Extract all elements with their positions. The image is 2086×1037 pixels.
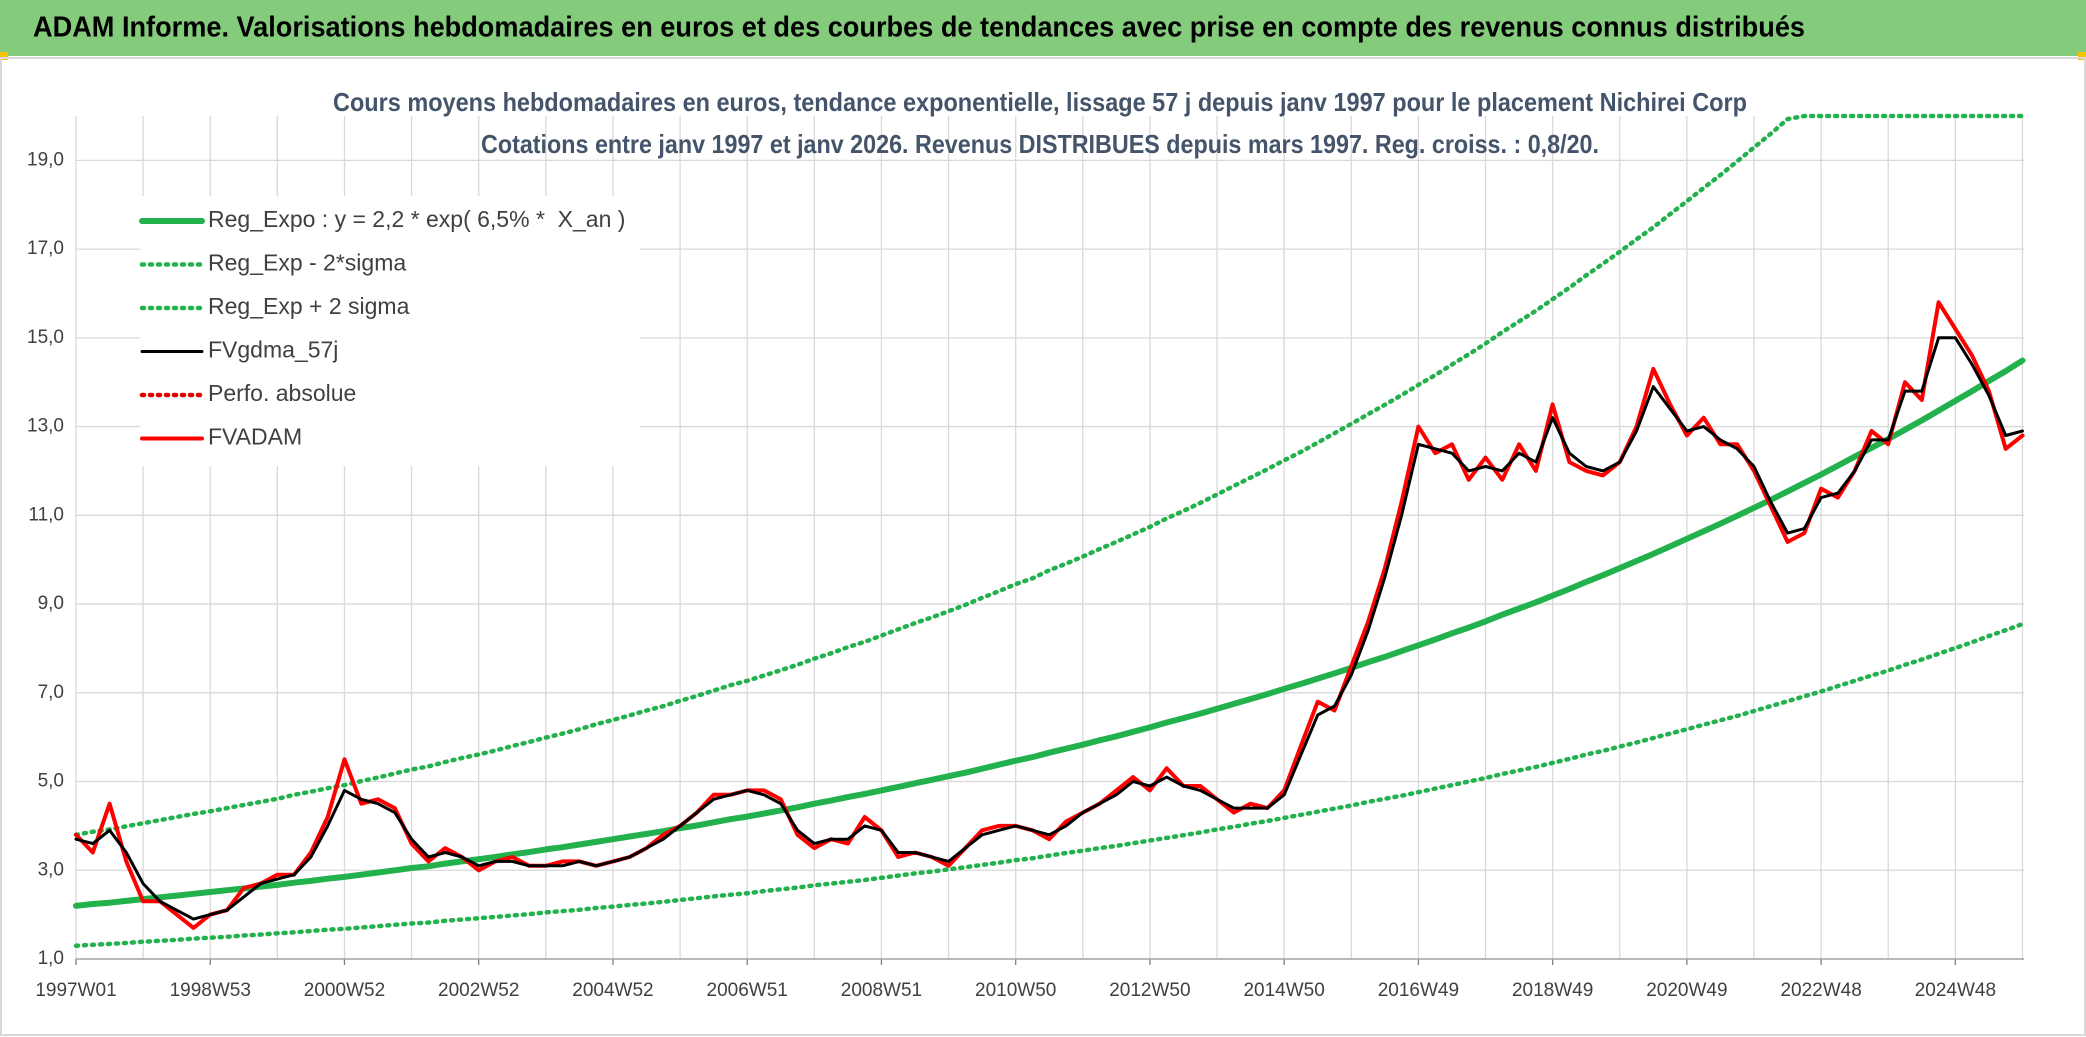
y-tick-label: 5,0 [38, 771, 64, 792]
y-tick-label: 13,0 [27, 416, 64, 437]
x-tick-label: 2018W49 [1512, 980, 1593, 1001]
legend-label: FVgdma_57j [208, 337, 338, 363]
x-tick-label: 2004W52 [572, 980, 653, 1001]
x-tick-label: 2022W48 [1780, 980, 1861, 1001]
frame [0, 57, 2086, 1036]
plot-area [73, 113, 2026, 965]
y-tick-label: 3,0 [38, 859, 64, 880]
legend-box [140, 196, 640, 466]
series-line [73, 113, 2025, 838]
series-line [74, 336, 2024, 921]
x-tick-label: 2016W49 [1378, 980, 1459, 1001]
y-tick-label: 17,0 [27, 238, 64, 259]
legend-label: Reg_Exp + 2 sigma [208, 293, 410, 319]
y-tick-label: 19,0 [27, 149, 64, 170]
x-tick-label: 1998W53 [170, 980, 251, 1001]
x-tick-label: 2010W50 [975, 980, 1056, 1001]
y-tick-label: 7,0 [38, 682, 64, 703]
header-title: ADAM Informe. Valorisations hebdomadaire… [33, 12, 1805, 44]
x-tick-label: 2000W52 [304, 980, 385, 1001]
x-tick-label: 1997W01 [35, 980, 116, 1001]
x-tick-label: 2012W50 [1109, 980, 1190, 1001]
x-tick-label: 2002W52 [438, 980, 519, 1001]
x-tick-label: 2008W51 [841, 980, 922, 1001]
x-tick-label: 2020W49 [1646, 980, 1727, 1001]
legend-label: Reg_Expo : y = 2,2 * exp( 6,5% * X_an ) [208, 206, 625, 232]
legend-label: FVADAM [208, 424, 302, 450]
subtitle: Cotations entre janv 1997 et janv 2026. … [481, 129, 1599, 159]
series-line [73, 357, 2026, 909]
y-tick-label: 9,0 [38, 593, 64, 614]
series-line [73, 621, 2025, 948]
y-tick-label: 11,0 [28, 504, 64, 525]
y-tick-label: 15,0 [27, 327, 64, 348]
x-tick-label: 2014W50 [1243, 980, 1324, 1001]
header-bar [0, 0, 2086, 56]
corner [2078, 52, 2086, 60]
subtitle: Cours moyens hebdomadaires en euros, ten… [333, 87, 1747, 117]
corner [0, 52, 8, 60]
legend-label: Reg_Exp - 2*sigma [208, 250, 406, 276]
y-tick-label: 1,0 [38, 948, 64, 969]
legend-label: Perfo. absolue [208, 380, 356, 406]
x-tick-label: 2024W48 [1915, 980, 1996, 1001]
x-tick-label: 2006W51 [707, 980, 788, 1001]
